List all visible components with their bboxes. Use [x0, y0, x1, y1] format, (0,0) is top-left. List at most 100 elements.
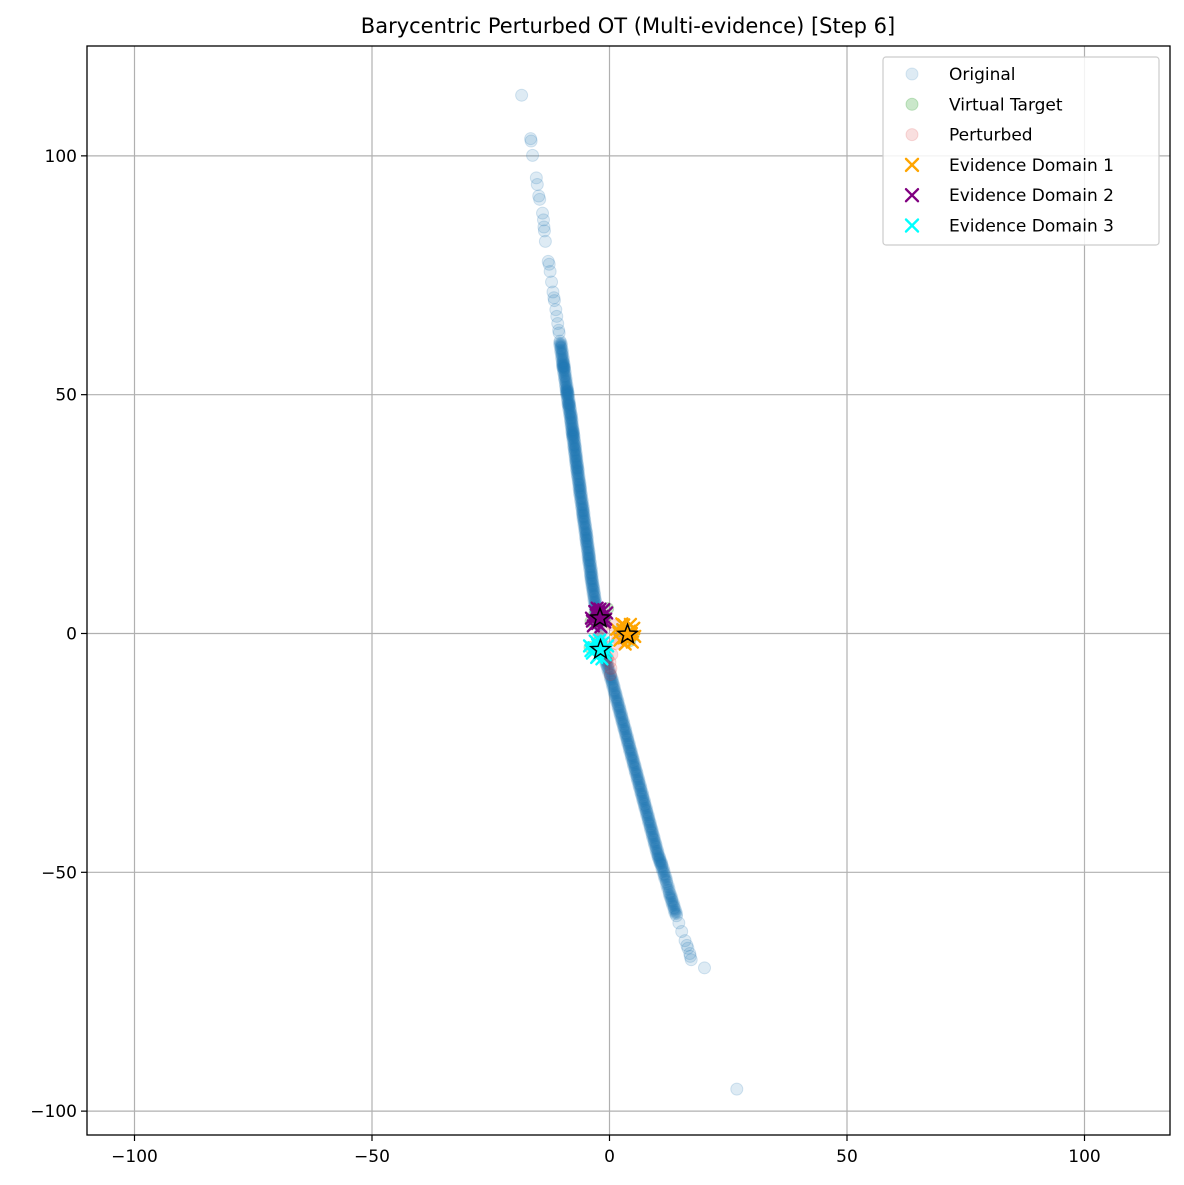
original-point [621, 728, 634, 741]
original-point [641, 812, 655, 826]
original-point [575, 493, 588, 506]
original-point [681, 941, 695, 955]
original-point [561, 391, 574, 404]
original-point [582, 536, 595, 549]
original-point [566, 436, 579, 449]
original-point [684, 953, 698, 967]
original-point [575, 488, 588, 501]
original-point [616, 717, 629, 730]
original-point [566, 418, 579, 431]
original-point [570, 462, 583, 475]
original-point [605, 674, 618, 687]
original-point [583, 567, 596, 580]
original-point [632, 773, 644, 786]
original-point [656, 861, 669, 874]
original-point [585, 579, 598, 592]
original-point [620, 730, 633, 743]
original-point [572, 472, 586, 486]
original-point [573, 478, 587, 492]
original-point [530, 178, 544, 192]
original-point [587, 587, 600, 600]
original-point [568, 433, 581, 446]
original-point [537, 220, 551, 234]
original-point [604, 671, 617, 684]
original-point [570, 452, 583, 465]
original-point [553, 338, 566, 351]
original-point [564, 398, 577, 411]
original-point [675, 925, 689, 939]
original-point [559, 364, 572, 377]
original-point [655, 863, 668, 876]
original-point [638, 802, 651, 815]
original-point [637, 789, 650, 802]
original-point [562, 393, 575, 406]
original-point [575, 496, 588, 509]
original-point [564, 401, 577, 414]
original-point [632, 778, 645, 791]
original-point [613, 707, 626, 720]
original-point [640, 803, 653, 816]
original-point [582, 539, 595, 552]
original-point [572, 474, 585, 487]
original-point [580, 521, 593, 534]
original-point [574, 499, 587, 512]
original-point [579, 537, 592, 550]
original-point [623, 742, 636, 755]
original-point [630, 773, 643, 786]
original-point [559, 375, 573, 389]
original-point [577, 515, 591, 529]
original-point [614, 707, 627, 720]
original-point [561, 398, 574, 411]
original-point [568, 451, 581, 464]
original-point [662, 885, 676, 899]
original-point [587, 582, 600, 595]
original-point [583, 556, 596, 569]
original-point [646, 828, 659, 841]
original-point [656, 858, 669, 871]
original-point [667, 895, 680, 908]
original-point [572, 483, 585, 496]
original-point [645, 818, 658, 831]
original-point [568, 430, 581, 443]
original-point [630, 768, 643, 781]
original-point [558, 374, 571, 387]
original-point [574, 496, 587, 509]
original-point [624, 744, 637, 757]
original-point [657, 867, 671, 881]
legend-label-4: Evidence Domain 1 [949, 156, 1114, 176]
original-point [611, 701, 624, 714]
original-point [574, 486, 587, 499]
original-point [554, 346, 567, 359]
original-point [577, 517, 590, 530]
original-point [640, 811, 653, 824]
original-point [635, 780, 648, 793]
original-point [567, 428, 580, 441]
original-point [602, 667, 615, 680]
original-point [583, 559, 597, 573]
original-point [589, 592, 602, 605]
original-point [659, 869, 672, 882]
original-point [622, 739, 635, 752]
original-point [636, 793, 649, 806]
original-point [601, 665, 614, 678]
original-point [578, 505, 591, 518]
original-point [640, 802, 653, 815]
original-point [566, 430, 579, 443]
original-point [622, 742, 635, 755]
original-point [565, 429, 578, 442]
original-point [663, 890, 676, 903]
original-point [570, 459, 583, 472]
original-point [625, 744, 638, 757]
original-point [563, 410, 576, 423]
original-point [578, 522, 592, 536]
original-point [584, 564, 597, 577]
original-point [659, 873, 672, 886]
original-point [628, 764, 641, 777]
original-point [559, 372, 572, 385]
original-point [627, 760, 640, 773]
original-point [585, 582, 598, 595]
original-point [668, 899, 681, 912]
original-point [643, 811, 656, 824]
original-point [561, 388, 574, 401]
original-point [560, 383, 573, 396]
